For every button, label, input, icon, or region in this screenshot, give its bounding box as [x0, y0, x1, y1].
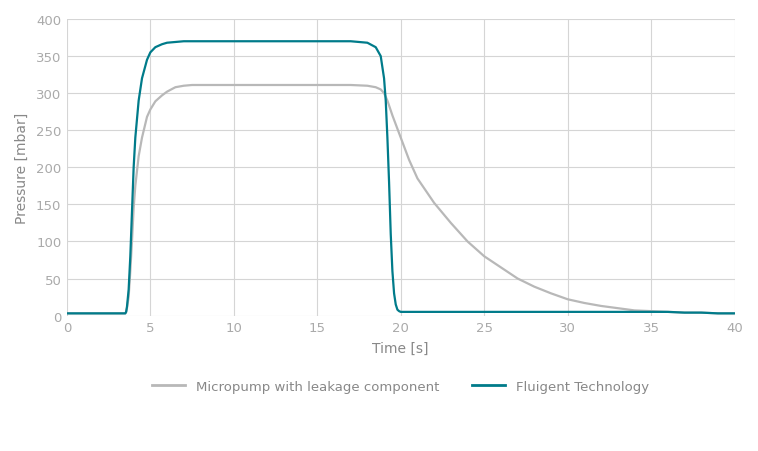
X-axis label: Time [s]: Time [s] [372, 341, 429, 355]
Legend: Micropump with leakage component, Fluigent Technology: Micropump with leakage component, Fluige… [147, 375, 654, 398]
Y-axis label: Pressure [mbar]: Pressure [mbar] [15, 112, 29, 223]
